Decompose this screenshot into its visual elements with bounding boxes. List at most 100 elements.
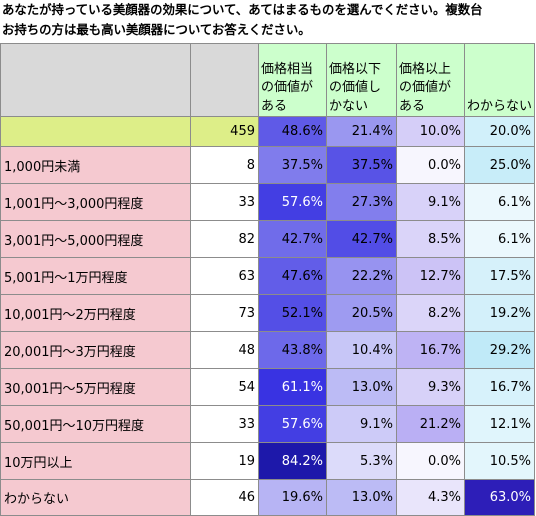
value-cell: 12.1% xyxy=(464,405,535,443)
sample-count: 459 xyxy=(190,116,259,147)
value-cell: 22.2% xyxy=(326,257,397,295)
row-label: 1,000円未満 xyxy=(0,146,191,184)
value-cell: 47.6% xyxy=(258,257,327,295)
value-cell: 57.6% xyxy=(258,183,327,221)
value-cell: 0.0% xyxy=(396,442,465,480)
row-label: 3,001円～5,000円程度 xyxy=(0,220,191,258)
blank-n-header xyxy=(190,43,259,117)
results-table: 価格相当 の価値が ある 価格以下 の価値し かない 価格以上 の価値が ある わからない 459 4… xyxy=(0,43,535,516)
value-cell: 13.0% xyxy=(326,479,397,516)
sample-count: 82 xyxy=(190,220,259,258)
value-cell: 84.2% xyxy=(258,442,327,480)
table-row: 20,001円～3万円程度 48 43.8% 10.4% 16.7% 29.2% xyxy=(0,331,535,369)
value-cell: 9.1% xyxy=(326,405,397,443)
sample-count: 19 xyxy=(190,442,259,480)
value-cell: 6.1% xyxy=(464,183,535,221)
row-label: 10万円以上 xyxy=(0,442,191,480)
value-cell: 6.1% xyxy=(464,220,535,258)
title-line-1: あなたが持っている美顔器の効果について、あてはまるものを選んでください。複数台 xyxy=(2,2,483,17)
value-cell: 9.1% xyxy=(396,183,465,221)
value-cell: 8.2% xyxy=(396,294,465,332)
value-cell: 61.1% xyxy=(258,368,327,406)
row-label: 1,001円～3,000円程度 xyxy=(0,183,191,221)
column-header-line: わからない xyxy=(467,98,533,114)
row-label: 20,001円～3万円程度 xyxy=(0,331,191,369)
sample-count: 48 xyxy=(190,331,259,369)
sample-count: 63 xyxy=(190,257,259,295)
value-cell: 19.6% xyxy=(258,479,327,516)
column-header-line: の価値が xyxy=(261,80,314,95)
total-row: 459 48.6% 21.4% 10.0% 20.0% xyxy=(0,116,535,147)
column-header-line: の価値が xyxy=(399,80,452,95)
value-cell: 10.4% xyxy=(326,331,397,369)
value-cell: 4.3% xyxy=(396,479,465,516)
sample-count: 8 xyxy=(190,146,259,184)
value-cell: 57.6% xyxy=(258,405,327,443)
value-cell: 19.2% xyxy=(464,294,535,332)
sample-count: 33 xyxy=(190,183,259,221)
column-header-line: ある xyxy=(261,98,288,114)
row-label: 5,001円～1万円程度 xyxy=(0,257,191,295)
sample-count: 33 xyxy=(190,405,259,443)
value-cell: 13.0% xyxy=(326,368,397,406)
row-label: 10,001円～2万円程度 xyxy=(0,294,191,332)
value-cell: 37.5% xyxy=(258,146,327,184)
value-cell: 21.2% xyxy=(396,405,465,443)
table-row: 3,001円～5,000円程度 82 42.7% 42.7% 8.5% 6.1% xyxy=(0,220,535,258)
value-cell: 17.5% xyxy=(464,257,535,295)
blank-label-header xyxy=(0,43,191,117)
row-label: わからない xyxy=(0,479,191,516)
chart-title: あなたが持っている美顔器の効果について、あてはまるものを選んでください。複数台 … xyxy=(2,0,534,40)
column-header: わからない xyxy=(464,43,535,117)
column-header-line: かない xyxy=(329,98,369,114)
table-row: 50,001円～10万円程度 33 57.6% 9.1% 21.2% 12.1% xyxy=(0,405,535,443)
column-header-line: の価値し xyxy=(329,80,382,95)
value-cell: 29.2% xyxy=(464,331,535,369)
table-row: 30,001円～5万円程度 54 61.1% 13.0% 9.3% 16.7% xyxy=(0,368,535,406)
table-row: 5,001円～1万円程度 63 47.6% 22.2% 12.7% 17.5% xyxy=(0,257,535,295)
column-header-line: 価格以上 xyxy=(399,61,452,77)
title-line-2: お持ちの方は最も高い美顔器についてお答えください。 xyxy=(2,22,311,37)
value-cell: 8.5% xyxy=(396,220,465,258)
column-header: 価格以下の価値しかない xyxy=(326,43,397,117)
table-row: 1,001円～3,000円程度 33 57.6% 27.3% 9.1% 6.1% xyxy=(0,183,535,221)
table-row: 10,001円～2万円程度 73 52.1% 20.5% 8.2% 19.2% xyxy=(0,294,535,332)
value-cell: 48.6% xyxy=(258,116,327,147)
sample-count: 46 xyxy=(190,479,259,516)
value-cell: 16.7% xyxy=(464,368,535,406)
value-cell: 37.5% xyxy=(326,146,397,184)
value-cell: 63.0% xyxy=(464,479,535,516)
value-cell: 25.0% xyxy=(464,146,535,184)
value-cell: 52.1% xyxy=(258,294,327,332)
column-header: 価格相当の価値がある xyxy=(258,43,327,117)
value-cell: 42.7% xyxy=(258,220,327,258)
value-cell: 20.0% xyxy=(464,116,535,147)
value-cell: 20.5% xyxy=(326,294,397,332)
value-cell: 10.5% xyxy=(464,442,535,480)
value-cell: 21.4% xyxy=(326,116,397,147)
table-row: 10万円以上 19 84.2% 5.3% 0.0% 10.5% xyxy=(0,442,535,480)
row-label: 30,001円～5万円程度 xyxy=(0,368,191,406)
sample-count: 73 xyxy=(190,294,259,332)
value-cell: 10.0% xyxy=(396,116,465,147)
value-cell: 43.8% xyxy=(258,331,327,369)
table-row: 1,000円未満 8 37.5% 37.5% 0.0% 25.0% xyxy=(0,146,535,184)
value-cell: 9.3% xyxy=(396,368,465,406)
column-header-line: 価格相当 xyxy=(261,61,314,77)
sample-count: 54 xyxy=(190,368,259,406)
value-cell: 12.7% xyxy=(396,257,465,295)
value-cell: 16.7% xyxy=(396,331,465,369)
column-header: 価格以上の価値がある xyxy=(396,43,465,117)
value-cell: 5.3% xyxy=(326,442,397,480)
row-label xyxy=(0,116,191,147)
row-label: 50,001円～10万円程度 xyxy=(0,405,191,443)
value-cell: 0.0% xyxy=(396,146,465,184)
header-row: 価格相当 の価値が ある 価格以下 の価値し かない 価格以上 の価値が ある わからない xyxy=(0,43,535,117)
table-row: わからない 46 19.6% 13.0% 4.3% 63.0% xyxy=(0,479,535,516)
value-cell: 27.3% xyxy=(326,183,397,221)
value-cell: 42.7% xyxy=(326,220,397,258)
column-header-line: 価格以下 xyxy=(329,61,382,77)
table-body: 価格相当 の価値が ある 価格以下 の価値し かない 価格以上 の価値が ある わからない 459 4… xyxy=(0,43,535,516)
column-header-line: ある xyxy=(399,98,426,114)
